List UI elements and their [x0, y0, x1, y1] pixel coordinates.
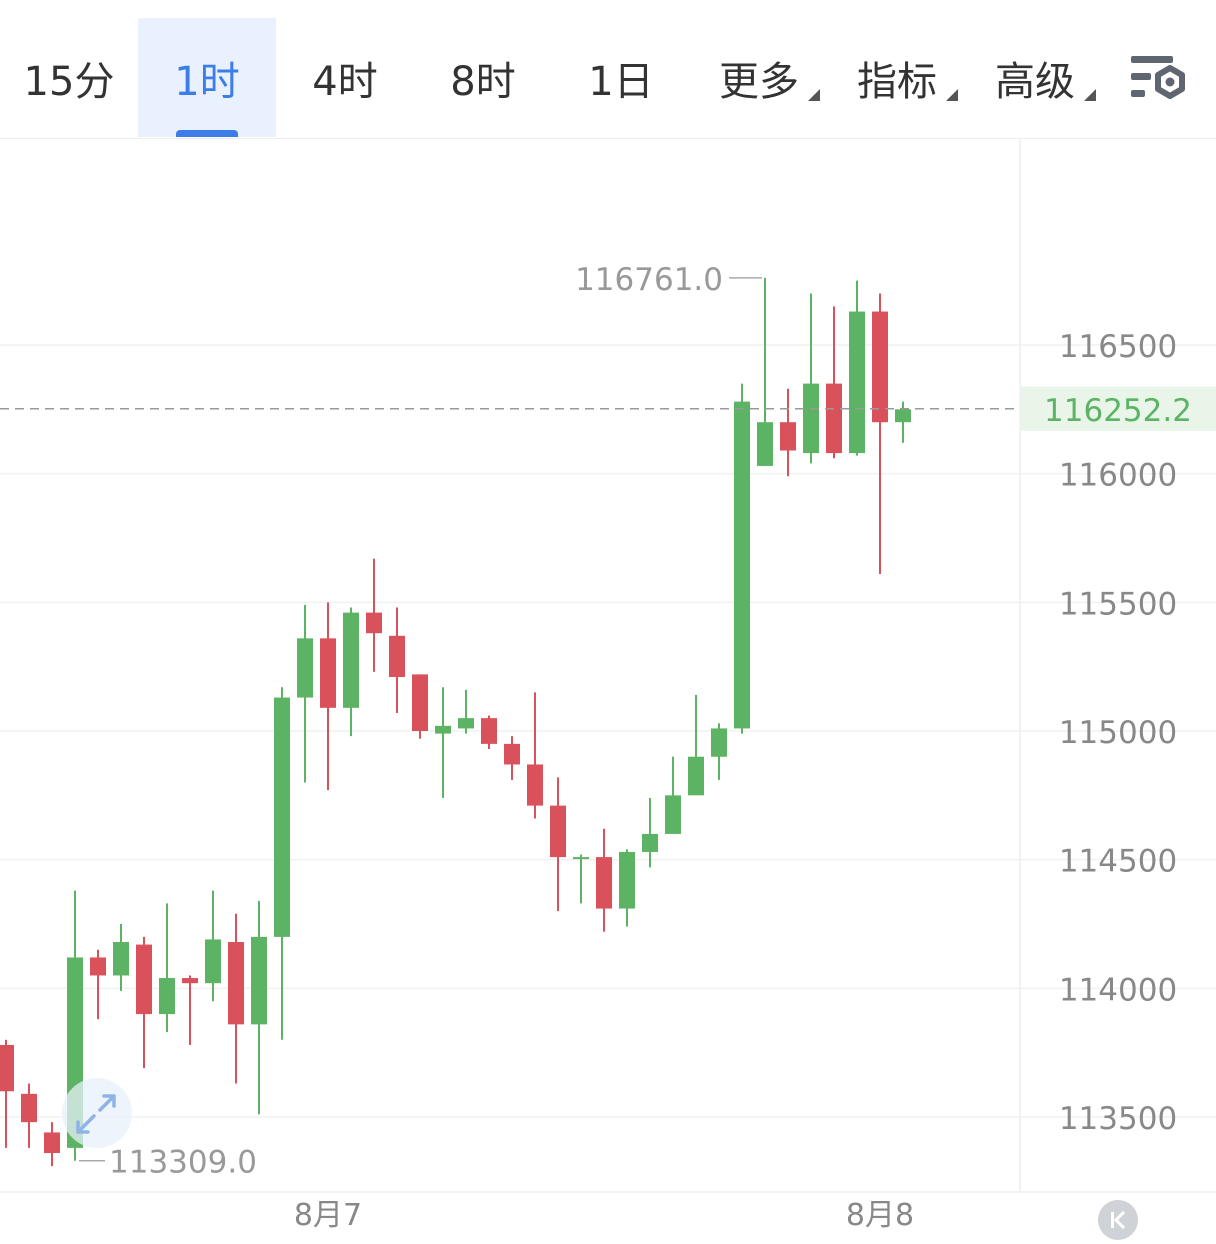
current-price-badge [1021, 386, 1216, 431]
candle-body [320, 638, 336, 708]
tab-4hour[interactable]: 4时 [276, 18, 414, 137]
candle-body [619, 851, 635, 909]
candle-body [21, 1093, 37, 1123]
tab-label: 指标 [857, 58, 937, 105]
chart-settings-icon[interactable] [1128, 54, 1192, 104]
candle-body [734, 401, 750, 729]
tab-8hour[interactable]: 8时 [414, 18, 552, 137]
current-price-line: 116252.2 [0, 386, 1216, 431]
current-price-label: 116252.2 [1044, 393, 1192, 429]
candle-body [596, 857, 612, 909]
tab-advanced-dropdown[interactable]: 高级 [966, 18, 1104, 137]
price-tick-label: 115500 [1059, 586, 1177, 622]
tab-more-dropdown[interactable]: 更多 [690, 18, 828, 137]
time-tick-label: 8月7 [294, 1198, 362, 1233]
price-tick-label: 116000 [1059, 458, 1177, 494]
candles [0, 277, 911, 1167]
tab-label: 8时 [450, 58, 516, 105]
candle-body [665, 795, 681, 834]
candle-body [573, 857, 589, 860]
candle-body [389, 635, 405, 677]
tab-15min[interactable]: 15分 [0, 18, 138, 137]
tab-1day[interactable]: 1日 [552, 18, 690, 137]
price-tick-label: 115000 [1059, 715, 1177, 751]
price-tick-label: 113500 [1059, 1101, 1177, 1137]
candle-body [297, 638, 313, 698]
scroll-to-latest-button[interactable] [1098, 1200, 1138, 1240]
dropdown-corner-icon [1084, 89, 1096, 101]
candle-body [412, 674, 428, 731]
max-price-label: 116761.0 [575, 262, 723, 298]
candle-body [826, 383, 842, 454]
tab-label: 4时 [312, 58, 378, 105]
candle-body [366, 612, 382, 634]
candle-body [136, 944, 152, 1015]
candle-body [711, 728, 727, 757]
candle-body [0, 1044, 14, 1092]
candle-body [274, 697, 290, 937]
tab-label: 15分 [23, 58, 115, 105]
candle-body [228, 942, 244, 1025]
candle-body [90, 957, 106, 976]
candle-body [780, 422, 796, 451]
price-axis: 113500 114000 114500 115000 115500 116000 1165… [1059, 329, 1177, 1137]
candle-body [182, 978, 198, 984]
tab-indicators-dropdown[interactable]: 指标 [828, 18, 966, 137]
time-tick-label: 8月8 [846, 1198, 914, 1233]
candle-body [688, 756, 704, 796]
candle-body [803, 383, 819, 454]
grid-lines [0, 344, 1216, 1118]
candle-body [343, 612, 359, 708]
tab-label: 1日 [588, 58, 654, 105]
tab-1hour[interactable]: 1时 [138, 18, 276, 137]
min-price-label: 113309.0 [109, 1145, 257, 1181]
candle-body [113, 942, 129, 976]
price-tick-label: 114500 [1059, 844, 1177, 880]
time-axis: 8月7 8月8 [294, 1198, 914, 1233]
tab-label: 1时 [174, 58, 240, 105]
timeframe-toolbar: 15分 1时 4时 8时 1日 更多 指标 高级 [0, 0, 1216, 139]
candle-body [872, 311, 888, 423]
active-tab-indicator [176, 130, 238, 137]
candle-body [642, 833, 658, 852]
candlestick-chart[interactable]: 113500 114000 114500 115000 115500 116000 1165… [0, 138, 1216, 1241]
dropdown-corner-icon [808, 89, 820, 101]
candle-body [849, 311, 865, 454]
tab-label: 更多 [719, 58, 799, 105]
candle-body [435, 725, 451, 734]
expand-chart-button[interactable] [62, 1078, 132, 1148]
candle-body [757, 422, 773, 466]
candle-body [458, 718, 474, 729]
candle-body [44, 1132, 60, 1154]
candle-body [481, 718, 497, 744]
candle-body [504, 743, 520, 765]
candle-body [895, 409, 911, 423]
candle-body [527, 764, 543, 806]
price-tick-label: 114000 [1059, 972, 1177, 1008]
price-tick-label: 116500 [1059, 329, 1177, 365]
dropdown-corner-icon [946, 89, 958, 101]
candle-body [251, 936, 267, 1025]
candle-body [205, 939, 221, 984]
tab-label: 高级 [995, 58, 1075, 105]
extreme-markers: 116761.0 113309.0 [79, 262, 762, 1181]
candle-body [550, 805, 566, 858]
candle-body [159, 978, 175, 1015]
